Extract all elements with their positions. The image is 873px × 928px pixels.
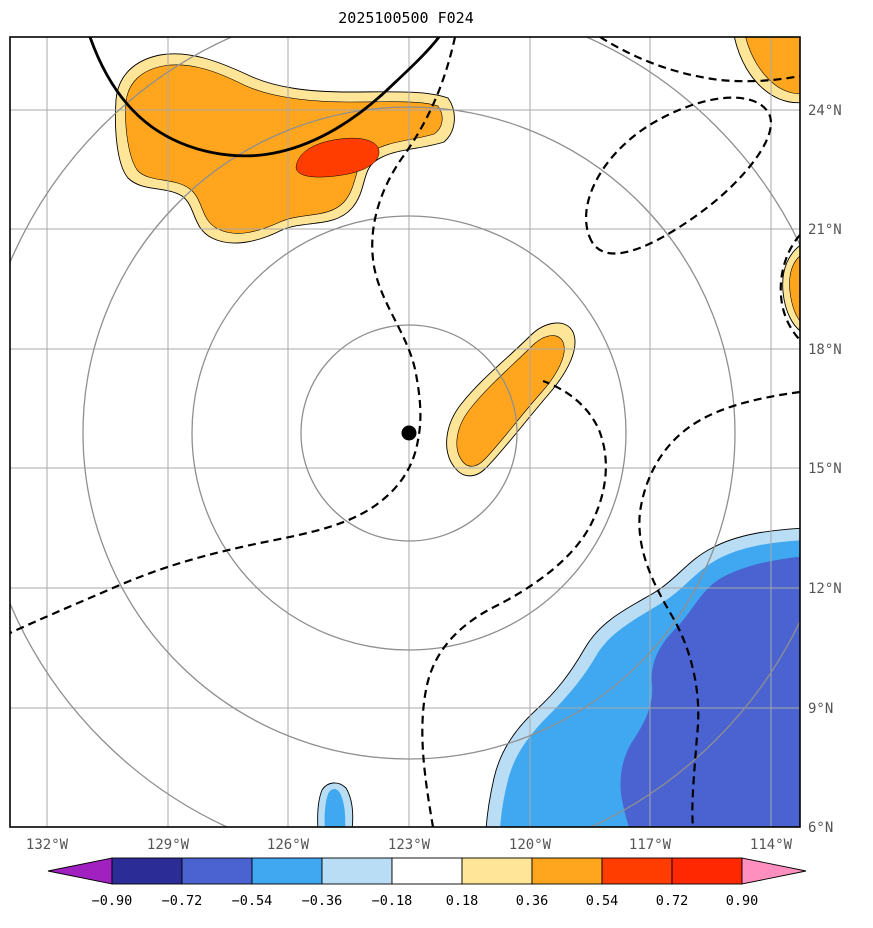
colorbar-segment: [391, 857, 463, 885]
positive-anomaly-right-edge: [782, 244, 800, 332]
range-rings: [10, 37, 800, 827]
colorbar-arrow-left: [47, 857, 113, 885]
colorbar-segment: [321, 857, 393, 885]
lat-tick-label: 15°N: [808, 461, 842, 477]
dashed-contour-right-edge: [779, 234, 800, 341]
colorbar-tick-label: −0.36: [302, 893, 343, 909]
dashed-contour-southeast: [638, 390, 800, 827]
colorbar-tick-labels: −0.90 −0.72 −0.54 −0.36 −0.18 0.18 0.36 …: [92, 893, 759, 909]
lon-tick-label: 114°W: [750, 837, 793, 853]
filled-region-core: [295, 137, 380, 178]
colorbar-segment: [251, 857, 323, 885]
lon-tick-label: 132°W: [26, 837, 69, 853]
lon-axis-labels: 132°W 129°W 126°W 123°W 120°W 117°W 114°…: [26, 837, 793, 853]
colorbar-segment: [181, 857, 253, 885]
lon-tick-label: 126°W: [267, 837, 310, 853]
colorbar-tick-label: 0.54: [586, 893, 619, 909]
colorbar-tick-label: 0.18: [446, 893, 479, 909]
colorbar-segment: [111, 857, 183, 885]
dashed-contours: [10, 37, 800, 827]
filled-region-main: [324, 789, 346, 827]
colorbar-tick-label: 0.90: [726, 893, 759, 909]
colorbar-tick-label: −0.18: [372, 893, 413, 909]
positive-anomaly-northwest: [114, 53, 455, 244]
plot-border: [9, 36, 801, 828]
range-ring: [82, 106, 736, 760]
colorbar-tick-label: 0.36: [516, 893, 549, 909]
colorbar-arrow-right: [741, 857, 807, 885]
negative-anomaly-south-patch: [317, 782, 354, 827]
dashed-contour-center-sweep: [10, 37, 457, 634]
storm-center-marker: [401, 425, 417, 441]
range-ring: [191, 215, 627, 651]
lat-tick-label: 18°N: [808, 342, 842, 358]
colorbar-tick-label: −0.54: [232, 893, 273, 909]
plot-title: 2025100500 F024: [338, 9, 473, 27]
colorbar-tick-label: −0.72: [162, 893, 203, 909]
positive-anomaly-northeast-corner: [733, 37, 800, 104]
dashed-contour-south-rise: [421, 379, 607, 827]
lon-tick-label: 129°W: [147, 837, 190, 853]
bold-contour-northwest: [88, 37, 441, 158]
lon-tick-label: 120°W: [509, 837, 552, 853]
lat-tick-label: 12°N: [808, 581, 842, 597]
colorbar-segment: [461, 857, 533, 885]
positive-anomaly-east-of-center: [446, 322, 576, 477]
filled-region-main: [789, 255, 800, 322]
lat-tick-label: 24°N: [808, 103, 842, 119]
filled-region-main: [456, 335, 565, 467]
filled-region-core: [620, 556, 800, 827]
range-ring: [300, 324, 518, 542]
colorbar-tick-label: −0.90: [92, 893, 133, 909]
graticule: [10, 37, 800, 827]
dashed-contour-top-right: [599, 37, 800, 83]
lat-tick-label: 6°N: [808, 820, 833, 836]
dashed-contour-loop-northeast: [584, 96, 772, 255]
colorbar-segment: [671, 857, 743, 885]
lat-tick-label: 21°N: [808, 222, 842, 238]
colorbar-tick-label: 0.72: [656, 893, 689, 909]
filled-region-main: [745, 37, 800, 95]
lon-tick-label: 117°W: [629, 837, 672, 853]
lon-tick-label: 123°W: [388, 837, 431, 853]
colorbar: −0.90 −0.72 −0.54 −0.36 −0.18 0.18 0.36 …: [47, 857, 807, 909]
lat-axis-labels: 24°N 21°N 18°N 15°N 12°N 9°N 6°N: [808, 103, 842, 836]
lat-tick-label: 9°N: [808, 701, 833, 717]
colorbar-segment: [531, 857, 603, 885]
plot-clip-group: [10, 37, 800, 827]
colorbar-segment: [601, 857, 673, 885]
